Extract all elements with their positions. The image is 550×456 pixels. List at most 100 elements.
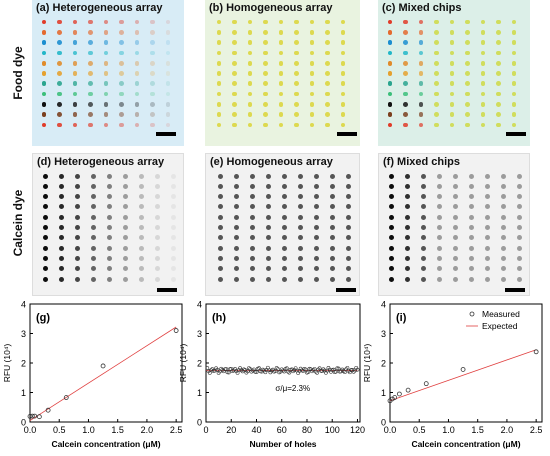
array-spot bbox=[329, 214, 335, 220]
array-spot bbox=[88, 102, 93, 107]
array-spot bbox=[468, 173, 474, 179]
array-spot bbox=[388, 276, 394, 282]
array-spot bbox=[511, 40, 517, 45]
data-point bbox=[310, 369, 314, 374]
array-spot bbox=[249, 276, 255, 282]
array-spot bbox=[404, 183, 410, 189]
array-spot bbox=[500, 194, 506, 200]
array-spot bbox=[449, 40, 455, 45]
array-spot bbox=[150, 40, 155, 45]
array-spot bbox=[74, 225, 80, 230]
panel-e-label: (e) Homogeneous array bbox=[210, 156, 333, 168]
array-spot bbox=[309, 102, 315, 107]
array-spot bbox=[281, 194, 287, 200]
array-spot bbox=[452, 276, 458, 282]
array-spot bbox=[297, 276, 303, 282]
array-spot bbox=[265, 235, 271, 241]
array-spot bbox=[154, 173, 160, 179]
array-spot bbox=[468, 183, 474, 189]
array-spot bbox=[106, 276, 112, 282]
y-axis-label: RFU (10⁴) bbox=[178, 344, 188, 383]
array-spot bbox=[122, 173, 128, 179]
array-spot bbox=[420, 204, 426, 210]
array-spot bbox=[106, 235, 112, 241]
array-spot bbox=[465, 102, 470, 107]
data-point bbox=[245, 369, 250, 374]
data-point bbox=[460, 367, 466, 372]
array-spot bbox=[165, 122, 171, 128]
array-spot bbox=[388, 235, 394, 241]
array-spot bbox=[42, 173, 48, 179]
array-spot bbox=[90, 173, 96, 179]
array-spot bbox=[449, 112, 455, 118]
array-spot bbox=[233, 194, 239, 200]
array-spot bbox=[480, 122, 486, 128]
y-tick-label: 4 bbox=[21, 300, 26, 310]
array-spot bbox=[217, 173, 223, 179]
array-spot bbox=[72, 112, 78, 118]
array-spot bbox=[500, 225, 506, 230]
array-spot bbox=[436, 255, 442, 261]
array-spot bbox=[232, 102, 237, 107]
array-spot bbox=[247, 19, 253, 25]
array-spot bbox=[500, 276, 506, 282]
array-spot bbox=[265, 276, 271, 282]
data-point bbox=[289, 367, 294, 372]
array-spot bbox=[468, 255, 474, 261]
array-spot bbox=[150, 81, 155, 87]
array-spot bbox=[452, 183, 458, 189]
panel-c-food-mixed: (c) Mixed chips bbox=[378, 0, 530, 146]
array-spot bbox=[434, 112, 439, 118]
array-spot bbox=[500, 255, 506, 261]
array-spot bbox=[511, 81, 517, 87]
array-spot bbox=[418, 50, 424, 56]
array-spot bbox=[436, 214, 442, 220]
array-spot bbox=[150, 29, 155, 35]
array-spot bbox=[345, 266, 351, 272]
array-spot bbox=[340, 40, 346, 45]
array-spot bbox=[217, 245, 223, 251]
array-spot bbox=[420, 245, 426, 251]
array-spot bbox=[449, 19, 455, 25]
array-spot bbox=[165, 81, 171, 87]
array-spot bbox=[154, 183, 160, 189]
data-point bbox=[276, 367, 280, 371]
array-spot bbox=[88, 71, 93, 76]
array-spot bbox=[103, 102, 109, 107]
array-spot bbox=[90, 194, 96, 200]
array-spot bbox=[345, 173, 351, 179]
array-spot bbox=[217, 204, 223, 210]
array-spot bbox=[436, 204, 442, 210]
array-spot bbox=[294, 60, 299, 66]
array-spot bbox=[294, 50, 299, 56]
array-spot bbox=[309, 40, 315, 45]
data-point bbox=[27, 413, 33, 419]
array-spot bbox=[496, 29, 501, 35]
data-point bbox=[220, 368, 225, 372]
x-tick-label: 100 bbox=[325, 425, 340, 435]
array-spot bbox=[436, 235, 442, 241]
array-spot bbox=[216, 19, 222, 25]
array-spot bbox=[511, 19, 517, 25]
data-point bbox=[63, 395, 69, 400]
array-spot bbox=[278, 71, 284, 76]
array-spot bbox=[150, 122, 155, 128]
array-spot bbox=[484, 183, 490, 189]
array-spot bbox=[41, 102, 47, 107]
array-spot bbox=[41, 29, 47, 35]
array-spot bbox=[480, 60, 486, 66]
array-spot bbox=[465, 112, 470, 118]
array-spot bbox=[134, 102, 140, 107]
array-spot bbox=[42, 204, 48, 210]
array-spot bbox=[232, 50, 237, 56]
array-spot bbox=[88, 29, 93, 35]
array-spot bbox=[233, 276, 239, 282]
data-point bbox=[223, 367, 227, 372]
array-spot bbox=[74, 204, 80, 210]
array-spot bbox=[72, 40, 78, 45]
array-spot bbox=[452, 225, 458, 230]
legend-label-expected: Expected bbox=[482, 321, 518, 331]
array-spot bbox=[72, 102, 78, 107]
array-spot bbox=[500, 235, 506, 241]
array-spot bbox=[233, 235, 239, 241]
